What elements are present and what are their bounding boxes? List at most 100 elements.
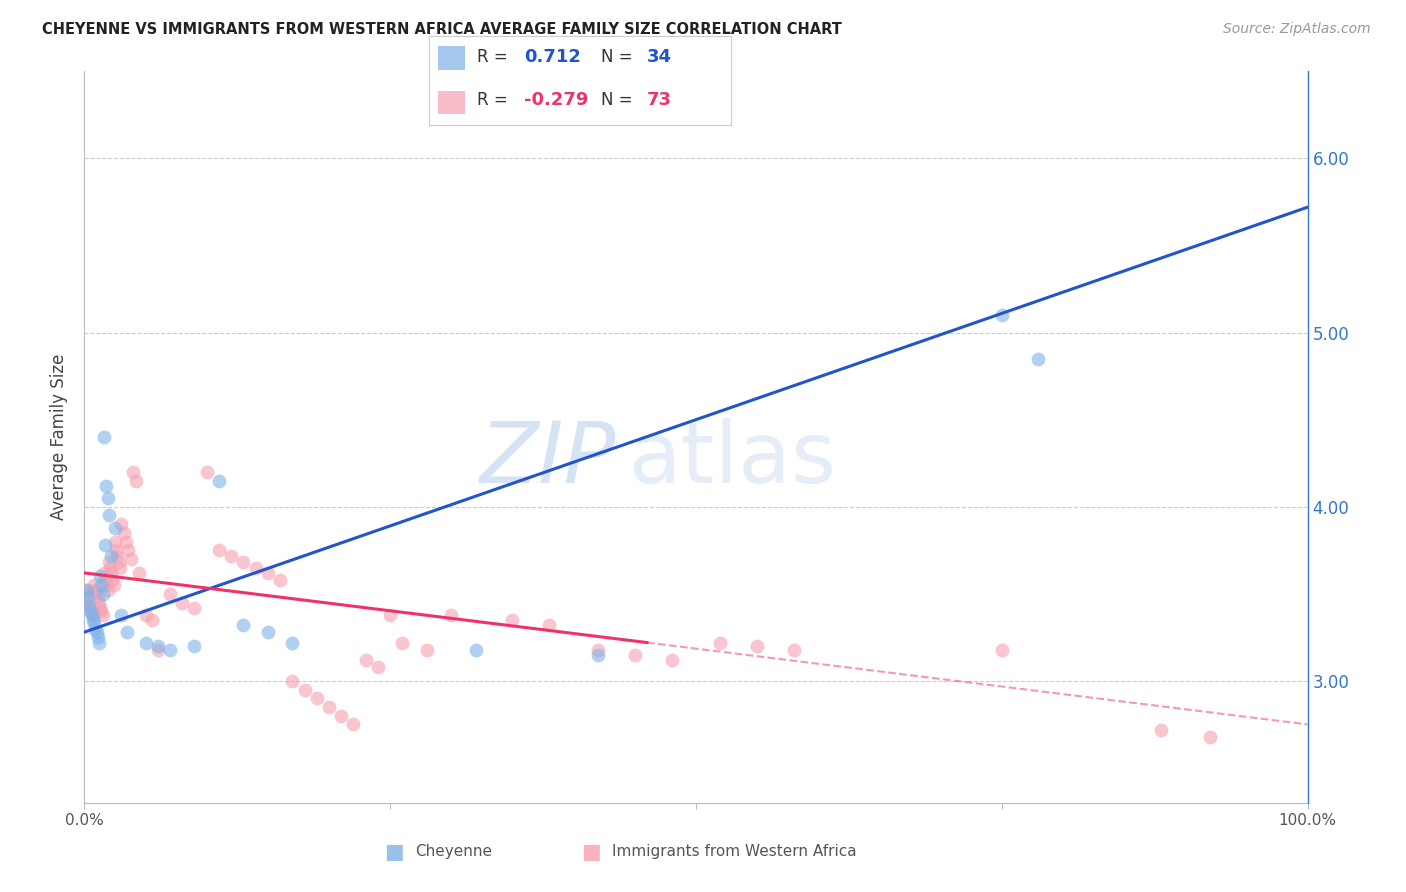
- Text: ZIP: ZIP: [481, 417, 616, 500]
- Y-axis label: Average Family Size: Average Family Size: [49, 354, 67, 520]
- Point: [90, 578, 112, 592]
- Point: [104, 521, 127, 535]
- Point: [89, 569, 111, 583]
- Point: [440, 607, 463, 622]
- Text: atlas: atlas: [628, 417, 837, 500]
- Point: [159, 587, 181, 601]
- Point: [232, 618, 254, 632]
- Point: [747, 639, 769, 653]
- Point: [135, 607, 157, 622]
- Bar: [437, 46, 465, 70]
- Point: [96, 479, 118, 493]
- Point: [105, 543, 128, 558]
- Point: [103, 578, 125, 592]
- Point: [135, 635, 157, 649]
- Point: [586, 642, 609, 657]
- Text: ■: ■: [384, 842, 404, 862]
- Point: [354, 653, 377, 667]
- Point: [83, 578, 105, 592]
- Point: [82, 607, 104, 622]
- Point: [391, 635, 413, 649]
- Point: [75, 583, 97, 598]
- Point: [84, 583, 107, 598]
- Text: N =: N =: [602, 91, 638, 109]
- Point: [305, 691, 328, 706]
- Point: [77, 595, 100, 609]
- Point: [87, 595, 110, 609]
- Point: [96, 578, 118, 592]
- Point: [91, 607, 114, 622]
- Point: [330, 708, 353, 723]
- Point: [281, 635, 304, 649]
- Point: [991, 642, 1014, 657]
- Text: CHEYENNE VS IMMIGRANTS FROM WESTERN AFRICA AVERAGE FAMILY SIZE CORRELATION CHART: CHEYENNE VS IMMIGRANTS FROM WESTERN AFRI…: [42, 22, 842, 37]
- Point: [120, 552, 142, 566]
- Point: [208, 543, 231, 558]
- Point: [83, 616, 105, 631]
- Point: [105, 549, 128, 563]
- Point: [1028, 351, 1050, 366]
- Point: [104, 534, 127, 549]
- Point: [80, 607, 103, 622]
- Point: [146, 642, 169, 657]
- Point: [367, 660, 389, 674]
- Text: 34: 34: [647, 48, 672, 66]
- Point: [82, 613, 104, 627]
- Point: [183, 600, 205, 615]
- Point: [101, 573, 124, 587]
- Point: [125, 474, 148, 488]
- Point: [1198, 730, 1220, 744]
- Bar: [437, 91, 465, 114]
- Point: [172, 595, 194, 609]
- Point: [709, 635, 731, 649]
- Point: [464, 642, 486, 657]
- Point: [90, 604, 112, 618]
- Point: [97, 556, 120, 570]
- Point: [94, 538, 117, 552]
- Point: [416, 642, 439, 657]
- Point: [183, 639, 205, 653]
- Point: [195, 465, 218, 479]
- Point: [80, 604, 103, 618]
- Point: [77, 599, 100, 613]
- Point: [115, 625, 138, 640]
- Text: -0.279: -0.279: [524, 91, 589, 109]
- Point: [77, 591, 100, 605]
- Point: [783, 642, 806, 657]
- Point: [586, 648, 609, 662]
- Point: [281, 673, 304, 688]
- Text: Source: ZipAtlas.com: Source: ZipAtlas.com: [1223, 22, 1371, 37]
- Point: [87, 591, 110, 605]
- Point: [94, 573, 117, 587]
- Point: [93, 566, 115, 580]
- Text: R =: R =: [477, 91, 513, 109]
- Point: [97, 583, 120, 598]
- Point: [108, 560, 131, 574]
- Point: [87, 635, 110, 649]
- Point: [98, 560, 121, 574]
- Point: [502, 613, 524, 627]
- Point: [141, 613, 163, 627]
- Point: [110, 607, 132, 622]
- Point: [624, 648, 647, 662]
- Text: N =: N =: [602, 48, 638, 66]
- Text: 73: 73: [647, 91, 672, 109]
- Point: [107, 556, 129, 570]
- Point: [219, 549, 242, 563]
- Point: [232, 556, 254, 570]
- Point: [245, 560, 267, 574]
- Point: [115, 534, 138, 549]
- Point: [257, 625, 280, 640]
- Point: [294, 682, 316, 697]
- Point: [77, 591, 100, 605]
- Point: [342, 717, 364, 731]
- Point: [79, 600, 101, 615]
- Point: [538, 618, 561, 632]
- Point: [79, 604, 101, 618]
- Point: [112, 525, 135, 540]
- Point: [208, 474, 231, 488]
- Text: Immigrants from Western Africa: Immigrants from Western Africa: [612, 845, 856, 859]
- Point: [89, 600, 111, 615]
- Point: [122, 465, 145, 479]
- Point: [86, 625, 108, 640]
